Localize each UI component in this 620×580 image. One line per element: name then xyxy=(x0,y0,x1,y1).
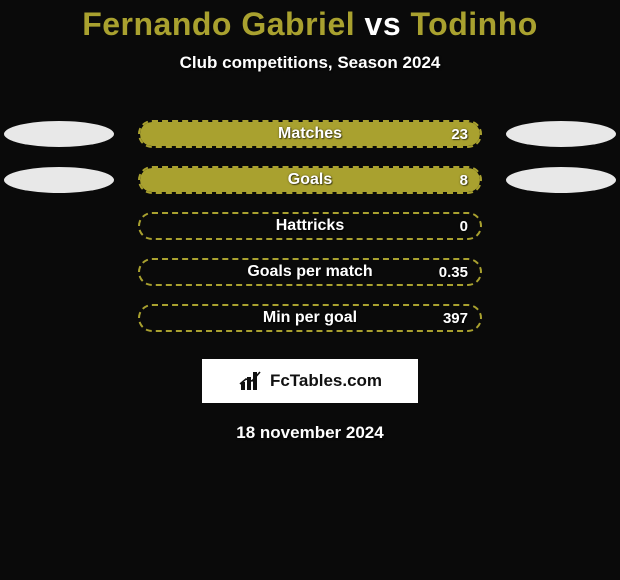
stat-value: 0.35 xyxy=(439,264,468,281)
stat-value: 8 xyxy=(460,172,468,189)
stat-row: Matches23 xyxy=(0,111,620,157)
stat-row: Goals per match0.35 xyxy=(0,249,620,295)
stat-bar: Min per goal397 xyxy=(138,304,482,332)
ellipse-left xyxy=(4,121,114,147)
date-text: 18 november 2024 xyxy=(0,423,620,443)
page-title: Fernando Gabriel vs Todinho xyxy=(0,6,620,43)
stat-label: Goals xyxy=(140,171,480,189)
stat-bar: Matches23 xyxy=(138,120,482,148)
title-vs: vs xyxy=(365,6,402,42)
subtitle: Club competitions, Season 2024 xyxy=(0,53,620,73)
stat-rows: Matches23 Goals8 Hattricks0 Goals per match… xyxy=(0,111,620,341)
bar-chart-icon xyxy=(238,370,264,392)
ellipse-right xyxy=(506,167,616,193)
logo-box: FcTables.com xyxy=(202,359,418,403)
title-player2: Todinho xyxy=(411,6,538,42)
title-player1: Fernando Gabriel xyxy=(82,6,355,42)
stat-bar: Goals per match0.35 xyxy=(138,258,482,286)
stat-value: 23 xyxy=(451,126,468,143)
ellipse-left xyxy=(4,167,114,193)
stat-value: 0 xyxy=(460,218,468,235)
stat-label: Matches xyxy=(140,125,480,143)
stat-row: Hattricks0 xyxy=(0,203,620,249)
stat-bar: Goals8 xyxy=(138,166,482,194)
stat-value: 397 xyxy=(443,310,468,327)
stat-label: Hattricks xyxy=(140,217,480,235)
stat-label: Min per goal xyxy=(140,309,480,327)
comparison-infographic: Fernando Gabriel vs Todinho Club competi… xyxy=(0,0,620,443)
ellipse-right xyxy=(506,121,616,147)
stat-row: Goals8 xyxy=(0,157,620,203)
stat-row: Min per goal397 xyxy=(0,295,620,341)
stat-bar: Hattricks0 xyxy=(138,212,482,240)
stat-label: Goals per match xyxy=(140,263,480,281)
logo-text: FcTables.com xyxy=(270,371,382,391)
